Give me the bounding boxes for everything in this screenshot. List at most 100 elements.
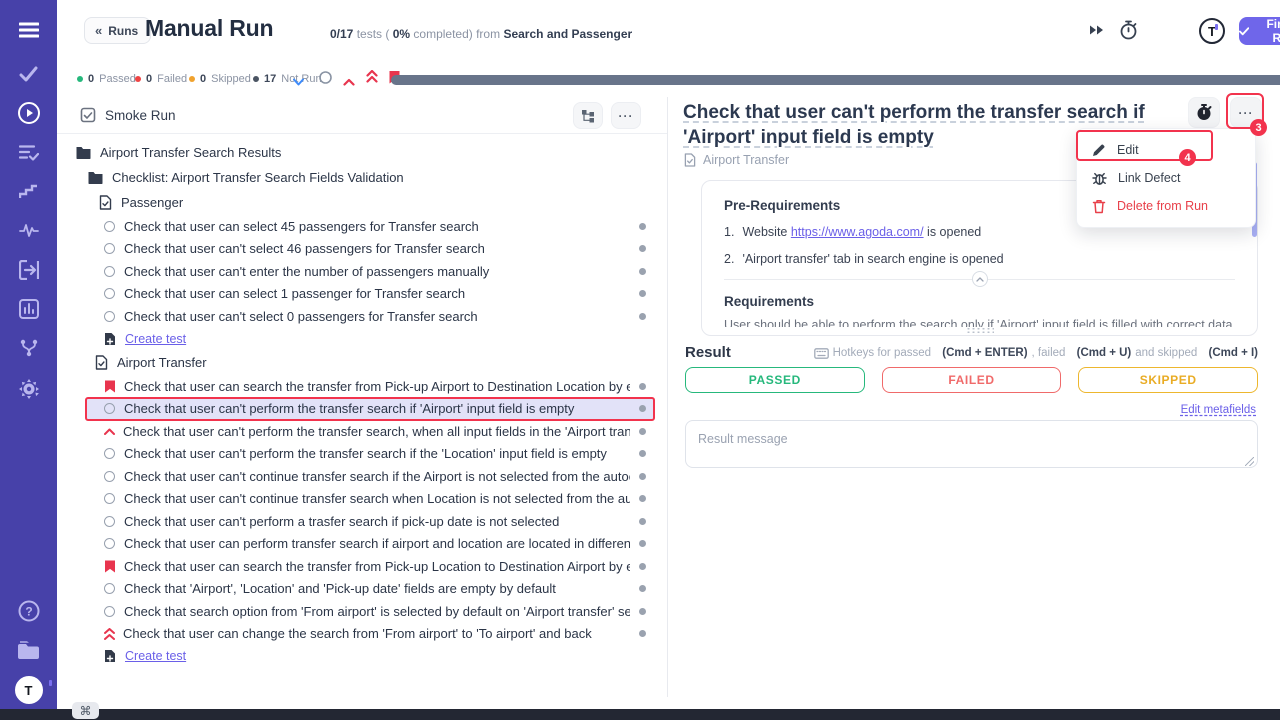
svg-text:?: ? — [25, 605, 32, 619]
folder-icon — [76, 146, 91, 159]
edit-metafields-link[interactable]: Edit metafields — [1180, 404, 1256, 416]
test-row[interactable]: Check that user can select 45 passengers… — [86, 215, 654, 238]
test-title[interactable]: Check that user can't perform the transf… — [683, 102, 1145, 148]
finish-run-button[interactable]: Finish Run — [1239, 17, 1280, 45]
tree-view-button[interactable] — [573, 102, 603, 129]
test-row[interactable]: Check that 'Airport', 'Location' and 'Pi… — [86, 578, 654, 601]
result-dot-icon — [639, 382, 646, 390]
help-icon[interactable]: ? — [0, 600, 57, 622]
drag-handle-icon[interactable] — [965, 327, 994, 333]
test-row[interactable]: Check that user can't enter the number o… — [86, 260, 654, 283]
filter-caret-icon[interactable] — [343, 74, 355, 89]
result-buttons: PASSED FAILED SKIPPED — [685, 367, 1259, 393]
agoda-link[interactable]: https://www.agoda.com/ — [790, 225, 924, 239]
plans-list-icon[interactable] — [0, 144, 57, 161]
timer-button[interactable] — [1188, 97, 1220, 128]
tree-more-button[interactable]: ··· — [611, 102, 641, 129]
test-row[interactable]: Check that user can't continue transfer … — [86, 488, 654, 511]
create-test-row[interactable]: Create test — [57, 328, 667, 351]
test-row[interactable]: Check that user can select 1 passenger f… — [86, 283, 654, 306]
collapse-chevron-icon[interactable] — [293, 74, 304, 89]
caret-up-icon — [104, 428, 115, 435]
testomat-logo-icon[interactable]: T — [1199, 18, 1225, 44]
collapse-toggle-icon[interactable] — [971, 271, 988, 287]
stopwatch-icon — [1197, 104, 1212, 120]
percent-completed: 0% — [392, 27, 411, 41]
test-row[interactable]: Check that user can't perform a trasfer … — [86, 510, 654, 533]
test-row[interactable]: Check that user can search the transfer … — [86, 555, 654, 578]
analytics-icon[interactable] — [0, 299, 57, 319]
test-tree: Airport Transfer Search Results Checklis… — [57, 134, 667, 668]
result-dot-icon — [639, 540, 646, 548]
filter-double-caret-icon[interactable] — [366, 69, 378, 86]
result-dot-icon — [639, 585, 646, 593]
test-row[interactable]: Check that user can't continue transfer … — [86, 465, 654, 488]
suite-row-airport-transfer[interactable]: Airport Transfer — [57, 350, 667, 375]
result-dot-icon — [639, 472, 646, 480]
suite-row-passenger[interactable]: Passenger — [57, 190, 667, 215]
test-row[interactable]: Check that user can't select 46 passenge… — [86, 238, 654, 261]
hierarchy-icon — [582, 109, 594, 122]
tests-check-icon[interactable] — [0, 66, 57, 82]
brand-logo[interactable]: T — [0, 676, 57, 704]
skipped-count: 0 Skipped — [189, 73, 251, 85]
filter-circle-icon[interactable] — [319, 71, 332, 87]
result-message-input[interactable] — [685, 420, 1258, 468]
settings-gear-icon[interactable] — [0, 378, 57, 400]
test-row[interactable]: Check that user can't select 0 passenger… — [86, 305, 654, 328]
test-row-selected[interactable]: Check that user can't perform the transf… — [85, 396, 655, 421]
menu-item-delete-from-run[interactable]: Delete from Run — [1077, 192, 1255, 220]
test-row[interactable]: Check that user can perform transfer sea… — [86, 533, 654, 556]
fast-forward-icon[interactable] — [1089, 24, 1104, 39]
import-icon[interactable] — [0, 260, 57, 280]
bookmark-icon — [104, 560, 116, 573]
projects-folder-icon[interactable] — [0, 640, 57, 659]
timer-icon[interactable] — [1119, 20, 1138, 43]
prereq-item: 1. Website https://www.agoda.com/ is ope… — [724, 225, 982, 239]
test-row[interactable]: Check that user can't perform the transf… — [86, 420, 654, 443]
pulse-icon[interactable] — [0, 223, 57, 237]
panel-divider[interactable] — [667, 97, 668, 697]
command-key-badge[interactable]: ⌘ — [72, 702, 99, 719]
test-row[interactable]: Check that search option from 'From airp… — [86, 600, 654, 623]
folder-row[interactable]: Airport Transfer Search Results — [57, 140, 667, 165]
requirements-heading: Requirements — [724, 294, 815, 309]
test-row[interactable]: Check that user can't perform the transf… — [86, 443, 654, 466]
menu-icon[interactable] — [0, 22, 57, 38]
result-dot-icon — [639, 562, 646, 570]
section-divider — [724, 271, 1235, 287]
menu-item-link-defect[interactable]: Link Defect — [1077, 164, 1255, 192]
create-test-link[interactable]: Create test — [125, 649, 187, 664]
notrun-dot-icon — [253, 76, 259, 82]
test-row[interactable]: Check that user can search the transfer … — [86, 375, 654, 398]
test-row[interactable]: Check that user can change the search fr… — [86, 623, 654, 646]
tree-header: Smoke Run ··· — [57, 97, 667, 134]
menu-item-edit[interactable]: Edit — [1077, 136, 1255, 164]
ellipsis-icon: ··· — [1238, 105, 1254, 120]
source-suite-name: Search and Passenger — [503, 27, 633, 41]
test-tree-panel: Smoke Run ··· Airport Transfer Search Re… — [57, 97, 667, 697]
failed-button[interactable]: FAILED — [881, 367, 1062, 393]
prereq-item: 2. 'Airport transfer' tab in search engi… — [724, 252, 1004, 266]
test-more-button[interactable]: ··· — [1230, 97, 1262, 128]
trash-icon — [1092, 199, 1106, 213]
branch-icon[interactable] — [0, 338, 57, 358]
runs-play-icon[interactable] — [0, 101, 57, 125]
chevron-double-left-icon: « — [95, 23, 103, 38]
passed-button[interactable]: PASSED — [685, 367, 865, 393]
skipped-button[interactable]: SKIPPED — [1078, 367, 1259, 393]
result-dot-icon — [639, 245, 646, 253]
status-bar: 0 Passed 0 Failed 0 Skipped 17 Not Run — [57, 68, 1280, 94]
steps-icon[interactable] — [0, 183, 57, 199]
ellipsis-icon: ··· — [618, 108, 634, 123]
back-to-runs-button[interactable]: « Runs — [84, 17, 152, 44]
keyboard-icon — [813, 347, 829, 359]
create-test-row[interactable]: Create test — [57, 645, 667, 668]
passed-dot-icon — [77, 76, 83, 82]
status-circle-icon — [104, 538, 115, 550]
folder-row[interactable]: Checklist: Airport Transfer Search Field… — [57, 165, 667, 190]
create-test-link[interactable]: Create test — [125, 331, 187, 346]
check-icon — [1239, 26, 1250, 35]
result-dot-icon — [639, 290, 646, 298]
result-dot-icon — [639, 427, 646, 435]
